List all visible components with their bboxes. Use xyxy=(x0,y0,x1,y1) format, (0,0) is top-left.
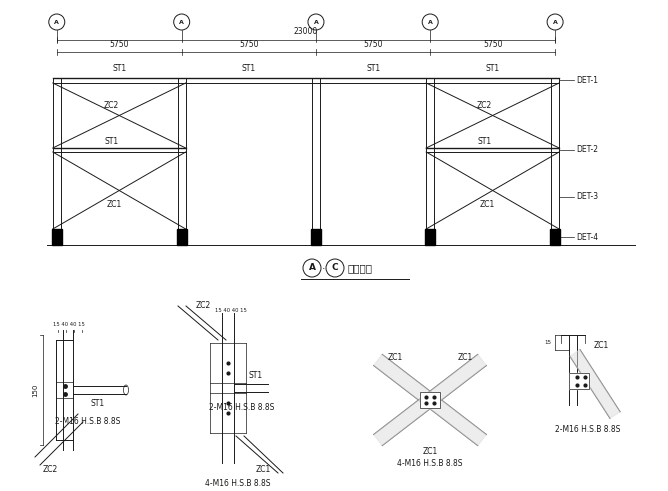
Polygon shape xyxy=(570,350,620,418)
Text: C: C xyxy=(332,264,338,273)
Text: ST1: ST1 xyxy=(486,64,500,73)
Text: 2-M16 H.S.B 8.8S: 2-M16 H.S.B 8.8S xyxy=(55,417,121,427)
Text: ZC2: ZC2 xyxy=(477,101,492,109)
Text: A: A xyxy=(313,20,319,25)
Bar xyxy=(569,373,589,389)
Bar xyxy=(311,229,321,245)
Text: ST1: ST1 xyxy=(112,64,126,73)
Text: 5750: 5750 xyxy=(363,40,383,49)
Polygon shape xyxy=(373,355,486,445)
Text: A: A xyxy=(54,20,59,25)
Polygon shape xyxy=(373,355,486,445)
Text: A: A xyxy=(179,20,184,25)
Text: ST1: ST1 xyxy=(242,64,256,73)
Text: DET-4: DET-4 xyxy=(576,233,599,242)
Text: ZC2: ZC2 xyxy=(42,465,57,474)
Text: A: A xyxy=(552,20,558,25)
Text: ZC1: ZC1 xyxy=(480,200,495,209)
Text: ZC2: ZC2 xyxy=(195,301,210,310)
Text: ST1: ST1 xyxy=(249,372,263,381)
Text: DET-3: DET-3 xyxy=(576,192,599,201)
Text: 5750: 5750 xyxy=(239,40,259,49)
Text: 23000: 23000 xyxy=(294,27,318,36)
Text: 4-M16 H.S.B 8.8S: 4-M16 H.S.B 8.8S xyxy=(205,479,271,488)
Text: 5750: 5750 xyxy=(483,40,502,49)
Bar xyxy=(177,229,186,245)
Text: 2-M16 H.S.B 8.8S: 2-M16 H.S.B 8.8S xyxy=(555,426,621,435)
Text: DET-1: DET-1 xyxy=(576,76,598,84)
Text: ZC1: ZC1 xyxy=(593,340,609,350)
Text: 4-M16 H.S.B 8.8S: 4-M16 H.S.B 8.8S xyxy=(397,460,463,468)
Text: ZC2: ZC2 xyxy=(104,101,119,109)
Text: ZC1: ZC1 xyxy=(255,465,271,474)
Text: 15: 15 xyxy=(544,340,551,346)
Text: 15 40 40 15: 15 40 40 15 xyxy=(53,323,85,327)
Text: ZC1: ZC1 xyxy=(458,354,473,362)
Text: 横断面图: 横断面图 xyxy=(347,263,372,273)
Bar xyxy=(426,229,435,245)
Text: ST1: ST1 xyxy=(91,400,105,409)
Bar xyxy=(569,373,589,389)
Text: ·: · xyxy=(322,264,326,274)
Text: 5750: 5750 xyxy=(110,40,129,49)
Bar xyxy=(420,392,440,408)
Text: A: A xyxy=(309,264,315,273)
Bar xyxy=(420,392,440,408)
Text: 15 40 40 15: 15 40 40 15 xyxy=(215,307,247,312)
Bar xyxy=(52,229,61,245)
Bar xyxy=(550,229,560,245)
Text: ZC1: ZC1 xyxy=(387,354,403,362)
Text: ST1: ST1 xyxy=(104,136,118,145)
Text: A: A xyxy=(428,20,433,25)
Text: ST1: ST1 xyxy=(478,136,492,145)
Text: 150: 150 xyxy=(32,383,38,397)
Text: ZC1: ZC1 xyxy=(422,447,438,457)
Text: ZC1: ZC1 xyxy=(107,200,122,209)
Text: 2-M16 H.S.B 8.8S: 2-M16 H.S.B 8.8S xyxy=(209,404,275,412)
Text: DET-2: DET-2 xyxy=(576,145,598,155)
Text: ST1: ST1 xyxy=(366,64,380,73)
